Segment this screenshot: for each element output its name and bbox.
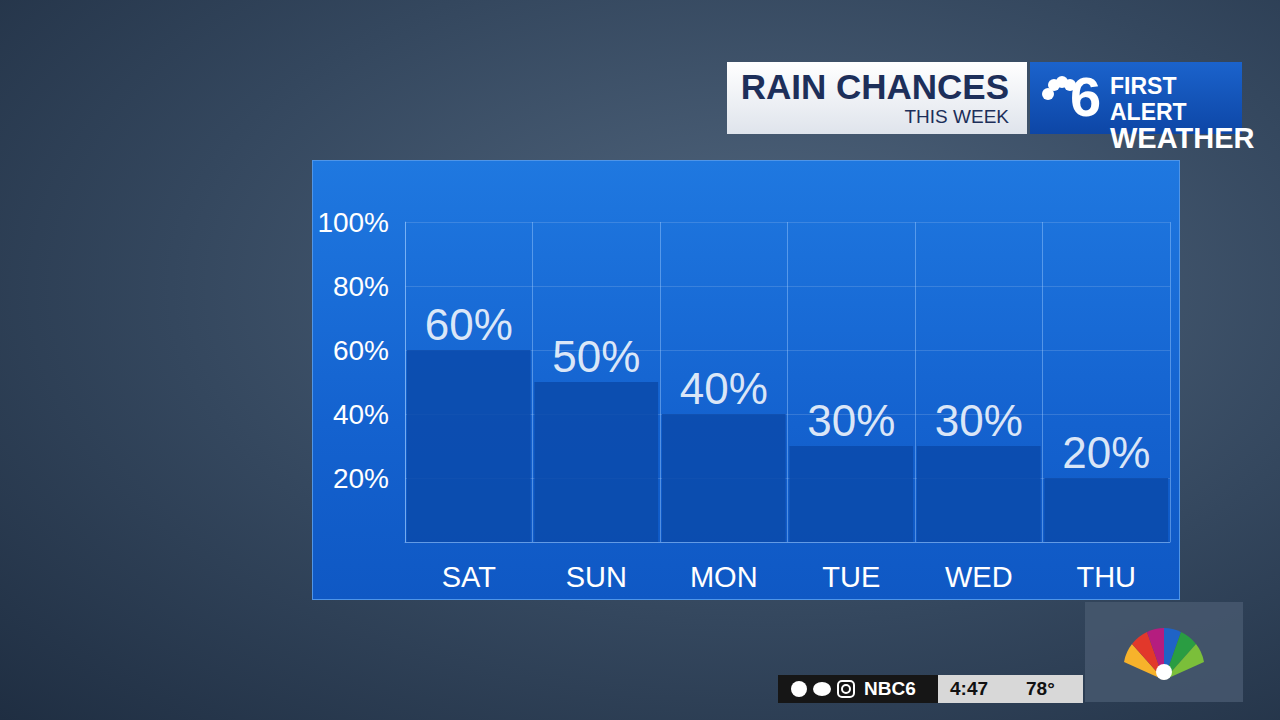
- svg-text:50%: 50%: [552, 332, 640, 381]
- html-text:FIRST ALERT: FIRST ALERT: [1110, 73, 1187, 125]
- svg-text:TUE: TUE: [822, 561, 880, 593]
- svg-text:SAT: SAT: [442, 561, 497, 593]
- svg-text:60%: 60%: [333, 335, 389, 366]
- html-text:THIS WEEK: THIS WEEK: [904, 106, 1009, 127]
- svg-text:20%: 20%: [1062, 428, 1150, 477]
- html-text:NBC6: NBC6: [864, 678, 916, 699]
- svg-text:40%: 40%: [680, 364, 768, 413]
- svg-text:60%: 60%: [425, 300, 513, 349]
- html-text:WEATHER: WEATHER: [1110, 122, 1255, 154]
- svg-text:MON: MON: [690, 561, 758, 593]
- html-text:6: 6: [1070, 65, 1102, 128]
- svg-text:20%: 20%: [333, 463, 389, 494]
- svg-text:WED: WED: [945, 561, 1013, 593]
- svg-text:40%: 40%: [333, 399, 389, 430]
- html-text:4:47: 4:47: [950, 678, 988, 699]
- svg-text:SUN: SUN: [566, 561, 627, 593]
- svg-text:THU: THU: [1076, 561, 1136, 593]
- svg-text:30%: 30%: [807, 396, 895, 445]
- html-text:RAIN CHANCES: RAIN CHANCES: [740, 67, 1009, 106]
- svg-text:80%: 80%: [333, 271, 389, 302]
- svg-text:100%: 100%: [317, 207, 389, 238]
- html-text:78°: 78°: [1026, 678, 1055, 699]
- svg-text:30%: 30%: [935, 396, 1023, 445]
